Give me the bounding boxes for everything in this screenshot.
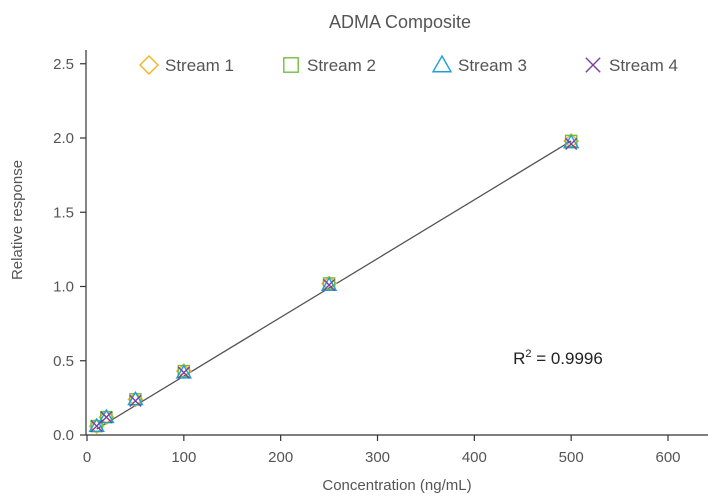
data-point — [98, 408, 115, 424]
legend-label: Stream 2 — [307, 56, 376, 75]
legend: Stream 1 Stream 2 Stream 3 Stream 4 — [139, 54, 678, 75]
data-points — [88, 132, 580, 435]
y-tick-label: 2.5 — [53, 56, 74, 73]
legend-label: Stream 4 — [609, 56, 678, 75]
x-tick-label: 0 — [83, 449, 91, 466]
legend-label: Stream 1 — [165, 56, 234, 75]
legend-marker — [431, 54, 453, 73]
data-point — [175, 364, 193, 379]
y-axis-title: Relative response — [9, 160, 26, 280]
legend-marker — [139, 55, 159, 75]
data-point — [322, 278, 336, 292]
x-tick-label: 400 — [462, 449, 487, 466]
legend-item: Stream 2 — [283, 56, 376, 75]
x-axis-title: Concentration (ng/mL) — [322, 477, 471, 494]
y-tick-label: 0.0 — [53, 427, 74, 444]
data-point — [88, 417, 105, 433]
y-tick-label: 1.5 — [53, 204, 74, 221]
data-point — [320, 276, 338, 291]
x-tick-label: 500 — [559, 449, 584, 466]
x-tick-label: 100 — [171, 449, 196, 466]
chart-title: ADMA Composite — [329, 12, 471, 32]
x-tick-label: 300 — [365, 449, 390, 466]
series-4 — [90, 137, 578, 433]
data-point — [565, 137, 578, 151]
x-tick-label: 200 — [268, 449, 293, 466]
data-point — [177, 366, 190, 379]
legend-item: Stream 3 — [431, 54, 527, 75]
data-point — [100, 411, 113, 424]
series-2 — [90, 134, 578, 433]
data-point — [562, 134, 580, 149]
r-squared-annotation: R2 = 0.9996 — [513, 348, 603, 368]
r-squared-prefix: R — [513, 349, 525, 368]
series-3 — [88, 134, 580, 433]
y-tick-label: 0.5 — [53, 353, 74, 370]
y-tick-label: 1.0 — [53, 279, 74, 296]
data-point — [127, 390, 144, 406]
legend-marker — [283, 57, 299, 73]
legend-item: Stream 1 — [139, 55, 234, 75]
x-tick-label: 600 — [655, 449, 680, 466]
data-point — [98, 409, 115, 426]
legend-item: Stream 4 — [585, 56, 678, 75]
r-squared-superscript: 2 — [525, 348, 531, 360]
y-tick-label: 2.0 — [53, 130, 74, 147]
legend-label: Stream 3 — [458, 56, 527, 75]
axes: 0.0 0.5 1.0 1.5 2.0 2.5 0 100 200 300 400 500 600 — [53, 50, 708, 466]
r-squared-value: = 0.9996 — [531, 349, 602, 368]
legend-marker — [585, 57, 601, 73]
data-point — [129, 394, 142, 407]
data-point — [88, 418, 105, 435]
